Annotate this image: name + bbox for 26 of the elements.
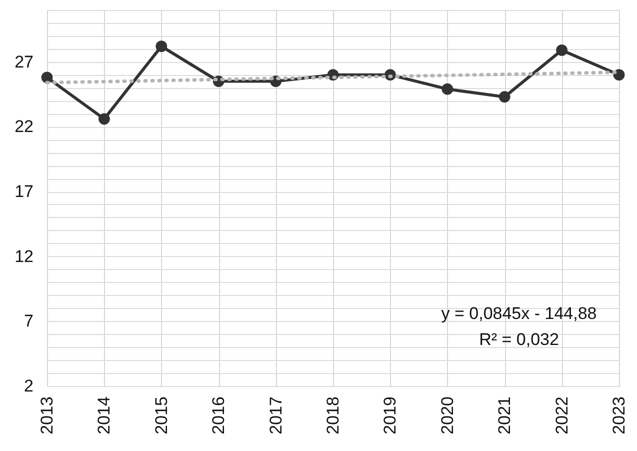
x-tick-label: 2016 [209, 396, 228, 434]
y-tick-label: 17 [14, 182, 34, 202]
x-tick-label: 2020 [438, 396, 457, 434]
y-tick-label: 7 [24, 312, 34, 331]
x-tick-label: 2015 [152, 396, 171, 434]
point [556, 44, 568, 56]
annotation: y = 0,0845x - 144,88 [441, 304, 597, 323]
y-tick-label: 12 [14, 246, 34, 266]
point [442, 83, 454, 95]
x-tick-label: 2021 [495, 396, 514, 434]
x-tick-label: 2014 [94, 396, 114, 434]
y-tick-label: 2 [24, 376, 34, 396]
point [613, 69, 625, 81]
x-tick-label: 2018 [324, 396, 342, 434]
x-tick-label: 2023 [610, 396, 628, 434]
annotation: R² = 0,032 [479, 330, 559, 349]
x-tick-label: 2013 [38, 396, 56, 434]
x-tick-label: 2017 [266, 396, 286, 434]
point [98, 113, 110, 125]
x-tick-label: 2022 [552, 396, 572, 434]
x-tick-label: 2019 [380, 396, 400, 434]
y-tick-label: 27 [14, 52, 34, 72]
point [156, 40, 168, 52]
y-tick-label: 22 [14, 117, 34, 136]
point [41, 72, 53, 84]
point [498, 91, 510, 103]
